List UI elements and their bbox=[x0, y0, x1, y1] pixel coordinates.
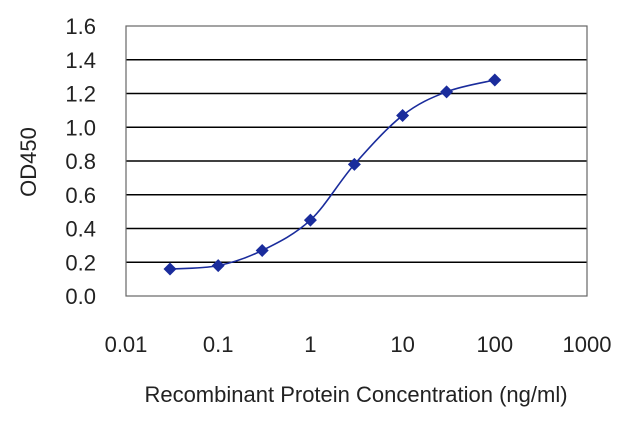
y-tick-label: 1.6 bbox=[65, 14, 96, 39]
data-point bbox=[211, 259, 225, 273]
x-tick-label: 1 bbox=[304, 332, 316, 357]
y-tick-label: 0.8 bbox=[65, 149, 96, 174]
data-point bbox=[347, 157, 361, 171]
y-tick-label: 1.4 bbox=[65, 48, 96, 73]
data-point bbox=[488, 73, 502, 87]
y-tick-label: 0.6 bbox=[65, 183, 96, 208]
y-tick-labels: 0.0 0.2 0.4 0.6 0.8 1.0 1.2 1.4 1.6 bbox=[65, 14, 96, 309]
x-tick-label: 10 bbox=[390, 332, 414, 357]
plot-frame bbox=[125, 25, 588, 297]
data-point bbox=[255, 243, 269, 257]
y-tick-label: 0.4 bbox=[65, 217, 96, 242]
data-point bbox=[303, 213, 317, 227]
series-layer bbox=[163, 73, 502, 276]
x-tick-label: 100 bbox=[476, 332, 513, 357]
y-tick-label: 1.2 bbox=[65, 82, 96, 107]
x-tick-label: 1000 bbox=[563, 332, 612, 357]
plot-border bbox=[125, 25, 588, 297]
x-axis-label: Recombinant Protein Concentration (ng/ml… bbox=[144, 382, 567, 407]
y-tick-label: 1.0 bbox=[65, 115, 96, 140]
y-tick-label: 0.0 bbox=[65, 284, 96, 309]
x-tick-label: 0.1 bbox=[203, 332, 234, 357]
data-point bbox=[396, 108, 410, 122]
series-line bbox=[169, 79, 495, 270]
x-tick-labels: 0.01 0.1 1 10 100 1000 bbox=[105, 332, 612, 357]
data-point bbox=[440, 85, 454, 99]
y-tick-label: 0.2 bbox=[65, 250, 96, 275]
data-point bbox=[163, 262, 177, 276]
y-axis-label: OD450 bbox=[16, 127, 41, 197]
grid-lines bbox=[126, 58, 587, 264]
x-tick-label: 0.01 bbox=[105, 332, 148, 357]
